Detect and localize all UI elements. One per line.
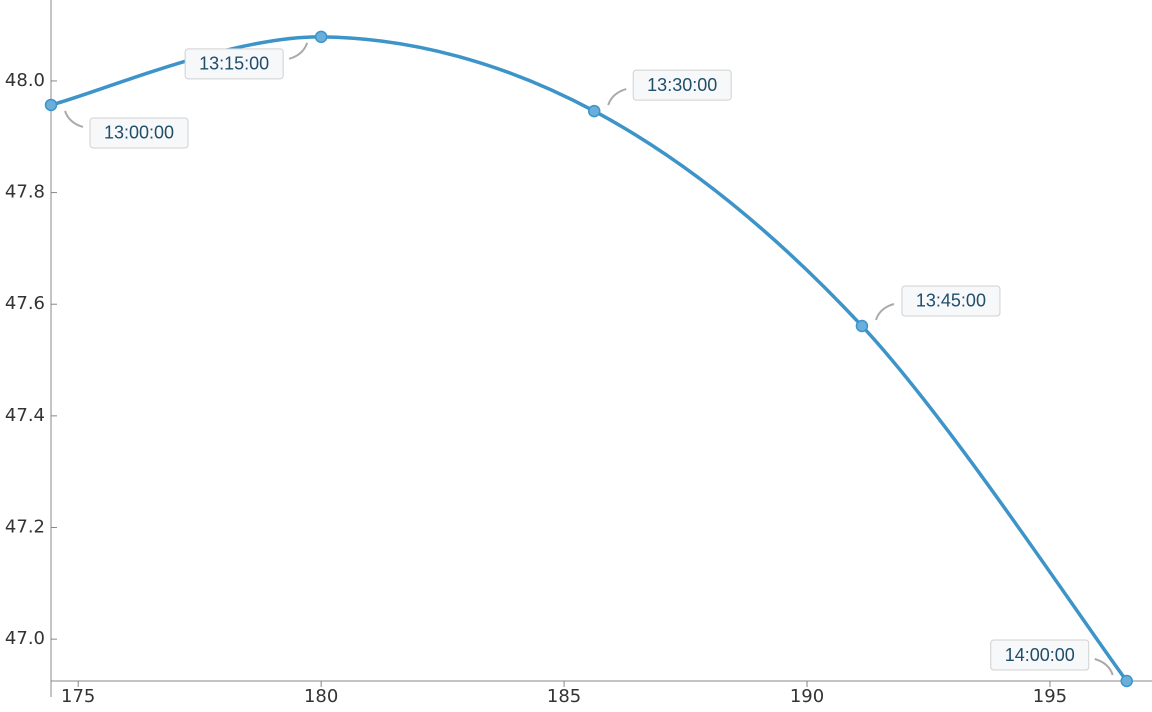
label-box (632, 69, 732, 101)
point (1120, 674, 1133, 688)
point (587, 104, 601, 118)
y-tick-label: 47.4 (5, 405, 45, 426)
leader-line (607, 88, 627, 106)
leader-line (64, 110, 84, 128)
x-tick-label: 185 (547, 686, 581, 707)
point-label: 14:00:00 (1005, 645, 1075, 665)
point-label: 13:15:00 (199, 54, 269, 74)
y-tick-label: 48.0 (5, 70, 45, 91)
x-tick-label: 195 (1033, 686, 1067, 707)
point-label: 13:30:00 (647, 75, 717, 95)
y-tick-label: 47.2 (5, 516, 45, 537)
point (44, 98, 58, 112)
leader-line (874, 303, 895, 321)
leader-line (288, 42, 309, 60)
line (50, 35, 1129, 683)
point (314, 30, 328, 44)
y-tick-label: 47.8 (5, 182, 45, 203)
y-tick-label: 47.0 (5, 628, 45, 649)
x-tick-label: 190 (790, 686, 824, 707)
label-box (990, 639, 1090, 671)
label-box (184, 48, 284, 80)
point-label: 13:45:00 (916, 291, 986, 311)
label-box (901, 285, 1001, 317)
x-tick-label: 180 (304, 686, 338, 707)
label-box (89, 117, 189, 149)
y-tick-label: 47.6 (5, 293, 45, 314)
x-tick-label: 175 (61, 686, 95, 707)
leader-line (1094, 658, 1114, 676)
point-label: 13:00:00 (104, 123, 174, 143)
point (855, 319, 869, 333)
